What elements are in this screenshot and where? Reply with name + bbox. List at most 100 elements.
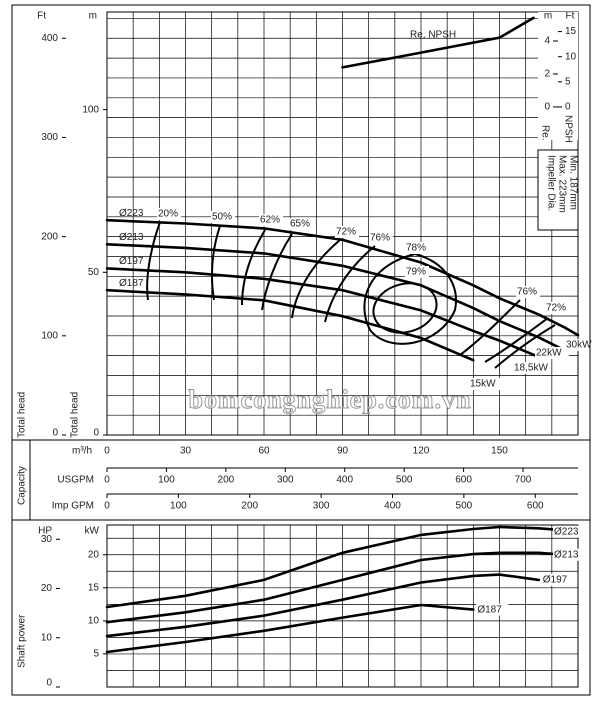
series-label: Ø213 bbox=[554, 549, 579, 560]
watermark: bomcongnghiep.com.vn bbox=[189, 385, 472, 414]
label-bg bbox=[405, 266, 429, 278]
label-bg bbox=[553, 525, 585, 538]
npsh-label: Re, NPSH bbox=[410, 30, 456, 41]
y-tick-label: 20 bbox=[88, 549, 100, 560]
npsh-unit: Ft bbox=[566, 11, 575, 22]
npsh-tick-label: 15 bbox=[565, 26, 577, 37]
y-tick-label: 0 bbox=[52, 428, 58, 439]
contour bbox=[459, 299, 521, 356]
capacity-tick-label: 100 bbox=[158, 475, 175, 486]
contour bbox=[484, 317, 549, 363]
y-tick-label: 15 bbox=[88, 582, 100, 593]
efficiency-label: 79% bbox=[406, 267, 426, 278]
y-tick-label: 100 bbox=[82, 104, 99, 115]
label-bg bbox=[553, 548, 585, 561]
curve bbox=[105, 267, 541, 359]
impeller-note: Min. 187mm bbox=[567, 155, 578, 210]
x-axis-title: m³/h bbox=[72, 446, 92, 457]
capacity-axis-label: USGPM bbox=[57, 475, 94, 486]
y-axis-title: Total head bbox=[70, 392, 81, 438]
capacity-tick-label: 500 bbox=[456, 501, 473, 512]
capacity-tick-label: 700 bbox=[515, 475, 532, 486]
y-tick-label: 0 bbox=[46, 678, 52, 689]
power-label: 15kW bbox=[470, 379, 496, 390]
efficiency-label: 50% bbox=[212, 212, 232, 223]
capacity-tick-label: 600 bbox=[527, 501, 544, 512]
npsh-axis-bg bbox=[538, 12, 578, 140]
y-unit: HP bbox=[38, 526, 52, 537]
power-label: 18,5kW bbox=[514, 363, 548, 374]
contour bbox=[291, 239, 341, 319]
y-tick-label: 200 bbox=[41, 231, 58, 242]
curve bbox=[105, 573, 541, 638]
label-bg bbox=[516, 286, 540, 298]
efficiency-label: 76% bbox=[370, 233, 390, 244]
capacity-title: Capacity bbox=[17, 466, 28, 505]
capacity-tick-label: 500 bbox=[396, 475, 413, 486]
npsh-tick-label: 10 bbox=[565, 51, 577, 62]
curve bbox=[105, 603, 475, 654]
x-tick-label: 0 bbox=[104, 446, 110, 457]
label-bg bbox=[335, 226, 359, 238]
y-tick-label: 5 bbox=[93, 649, 99, 660]
series-label: Ø187 bbox=[119, 278, 144, 289]
capacity-tick-label: 300 bbox=[313, 501, 330, 512]
efficiency-label: 20% bbox=[158, 209, 178, 220]
label-bg bbox=[405, 242, 429, 254]
y-tick-label: 400 bbox=[41, 33, 58, 44]
power-label: 30kW bbox=[566, 340, 592, 351]
capacity-tick-label: 100 bbox=[170, 501, 187, 512]
npsh-tick-label: 4 bbox=[544, 36, 550, 47]
series-label: Ø213 bbox=[119, 232, 144, 243]
curve bbox=[105, 525, 580, 609]
y-axis-title: Shaft power bbox=[17, 614, 28, 668]
x-tick-label: 120 bbox=[413, 446, 430, 457]
capacity-tick-label: 0 bbox=[104, 475, 110, 486]
capacity-tick-label: 0 bbox=[104, 501, 110, 512]
efficiency-label: 76% bbox=[517, 287, 537, 298]
label-bg bbox=[513, 362, 547, 374]
series-label: Ø187 bbox=[477, 604, 502, 615]
y-unit: Ft bbox=[37, 11, 46, 22]
y-tick-label: 50 bbox=[88, 267, 100, 278]
series-label: Ø197 bbox=[119, 256, 144, 267]
capacity-tick-label: 600 bbox=[455, 475, 472, 486]
impeller-note: Impeller Dia. bbox=[545, 155, 556, 211]
capacity-tick-label: 200 bbox=[241, 501, 258, 512]
outer-frame bbox=[11, 4, 591, 696]
label-bg bbox=[535, 347, 569, 359]
x-tick-label: 90 bbox=[337, 446, 349, 457]
label-bg bbox=[369, 232, 393, 244]
y-axis-title: Total head bbox=[17, 392, 28, 438]
x-tick-label: 30 bbox=[180, 446, 192, 457]
contour bbox=[324, 245, 376, 323]
label-bg bbox=[157, 208, 181, 220]
npsh-title: NPSH bbox=[562, 115, 573, 143]
label-bg bbox=[211, 211, 235, 223]
label-bg bbox=[476, 603, 509, 616]
y-unit: kW bbox=[85, 526, 100, 537]
curve bbox=[105, 288, 475, 362]
capacity-tick-label: 200 bbox=[218, 475, 235, 486]
contour bbox=[146, 221, 161, 301]
npsh-tick-label: 0 bbox=[565, 102, 571, 113]
efficiency-label: 62% bbox=[260, 215, 280, 226]
label-bg bbox=[289, 218, 313, 230]
y-tick-label: 10 bbox=[88, 616, 100, 627]
contour bbox=[363, 253, 457, 345]
contour bbox=[211, 225, 221, 301]
curve bbox=[105, 551, 567, 624]
label-bg bbox=[541, 573, 574, 586]
series-label: Ø197 bbox=[543, 575, 568, 586]
capacity-tick-label: 400 bbox=[336, 475, 353, 486]
label-bg bbox=[259, 214, 283, 226]
capacity-tick-label: 300 bbox=[277, 475, 294, 486]
y-tick-label: 10 bbox=[41, 632, 53, 643]
efficiency-label: 78% bbox=[406, 243, 426, 254]
npsh-tick-label: 2 bbox=[544, 69, 550, 80]
contour bbox=[261, 233, 293, 311]
npsh-curve bbox=[341, 16, 535, 69]
series-label: Ø223 bbox=[554, 526, 579, 537]
efficiency-label: 65% bbox=[290, 219, 310, 230]
